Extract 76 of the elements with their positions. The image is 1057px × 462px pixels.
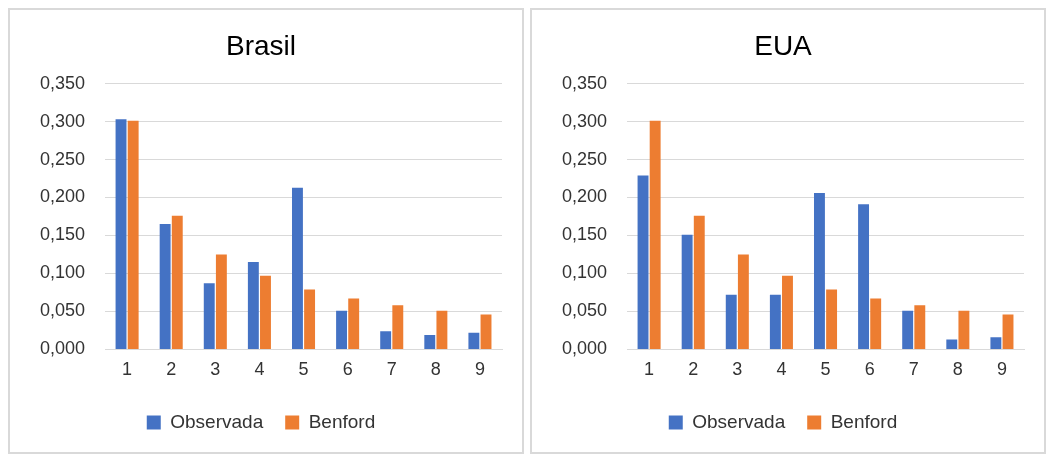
bar (946, 339, 958, 349)
chart-title: EUA (754, 29, 813, 61)
x-tick-label: 8 (952, 359, 963, 380)
bar (870, 298, 882, 349)
y-tick-label: 0,200 (40, 186, 86, 207)
y-tick-label: 0,000 (562, 338, 608, 359)
legend-label: Observada (692, 410, 786, 432)
y-tick-label: 0,200 (562, 186, 608, 207)
bar (693, 215, 705, 349)
y-tick-label: 0,300 (562, 110, 608, 131)
y-tick-label: 0,050 (40, 300, 86, 321)
x-tick-label: 1 (644, 359, 655, 380)
y-tick-label: 0,300 (40, 110, 86, 131)
bar (292, 187, 303, 349)
x-tick-label: 4 (254, 359, 265, 380)
bar (260, 275, 271, 349)
x-tick-label: 6 (864, 359, 875, 380)
bar (990, 337, 1002, 349)
bar (681, 234, 693, 349)
bar (902, 310, 914, 349)
y-tick-label: 0,000 (40, 338, 86, 359)
x-tick-label: 6 (342, 359, 353, 380)
x-tick-label: 9 (474, 359, 485, 380)
x-tick-label: 8 (430, 359, 441, 380)
bar (858, 204, 870, 349)
bar (171, 215, 183, 349)
x-tick-label: 7 (908, 359, 919, 380)
bar (247, 262, 259, 349)
x-tick-label: 5 (298, 359, 309, 380)
bar (380, 331, 392, 349)
bar (737, 254, 749, 349)
y-tick-label: 0,250 (40, 148, 86, 169)
bar (725, 294, 737, 349)
x-tick-label: 1 (122, 359, 133, 380)
y-tick-label: 0,250 (562, 148, 608, 169)
bar (1002, 314, 1014, 349)
legend-label: Benford (308, 410, 376, 432)
bar (480, 314, 492, 349)
bar (637, 175, 649, 349)
bar (304, 289, 316, 349)
y-tick-label: 0,100 (562, 262, 608, 283)
y-tick-label: 0,050 (562, 300, 608, 321)
bar (392, 305, 404, 349)
bar (769, 294, 781, 349)
x-tick-label: 7 (386, 359, 397, 380)
bar (127, 120, 139, 349)
x-tick-label: 2 (166, 359, 177, 380)
legend-label: Benford (830, 410, 898, 432)
bar (782, 275, 793, 349)
bar (958, 310, 970, 349)
y-tick-label: 0,150 (562, 224, 608, 245)
x-tick-label: 5 (820, 359, 831, 380)
bar (424, 334, 436, 349)
bar (348, 298, 360, 349)
bar (649, 120, 661, 349)
bar (215, 254, 227, 349)
bar (914, 305, 926, 349)
x-tick-label: 4 (776, 359, 787, 380)
bar (468, 332, 480, 349)
x-tick-label: 9 (996, 359, 1007, 380)
x-tick-label: 3 (732, 359, 743, 380)
bar (814, 192, 825, 349)
y-tick-label: 0,100 (40, 262, 86, 283)
bar (159, 224, 171, 349)
legend-label: Observada (170, 410, 264, 432)
y-tick-label: 0,150 (40, 224, 86, 245)
x-tick-label: 3 (210, 359, 221, 380)
bar (436, 310, 448, 349)
bar (826, 289, 838, 349)
bar (336, 310, 348, 349)
y-tick-label: 0,350 (40, 72, 86, 93)
x-tick-label: 2 (688, 359, 699, 380)
bar (115, 119, 127, 349)
chart-title: Brasil (225, 29, 297, 61)
y-tick-label: 0,350 (562, 72, 608, 93)
bar (203, 283, 215, 349)
